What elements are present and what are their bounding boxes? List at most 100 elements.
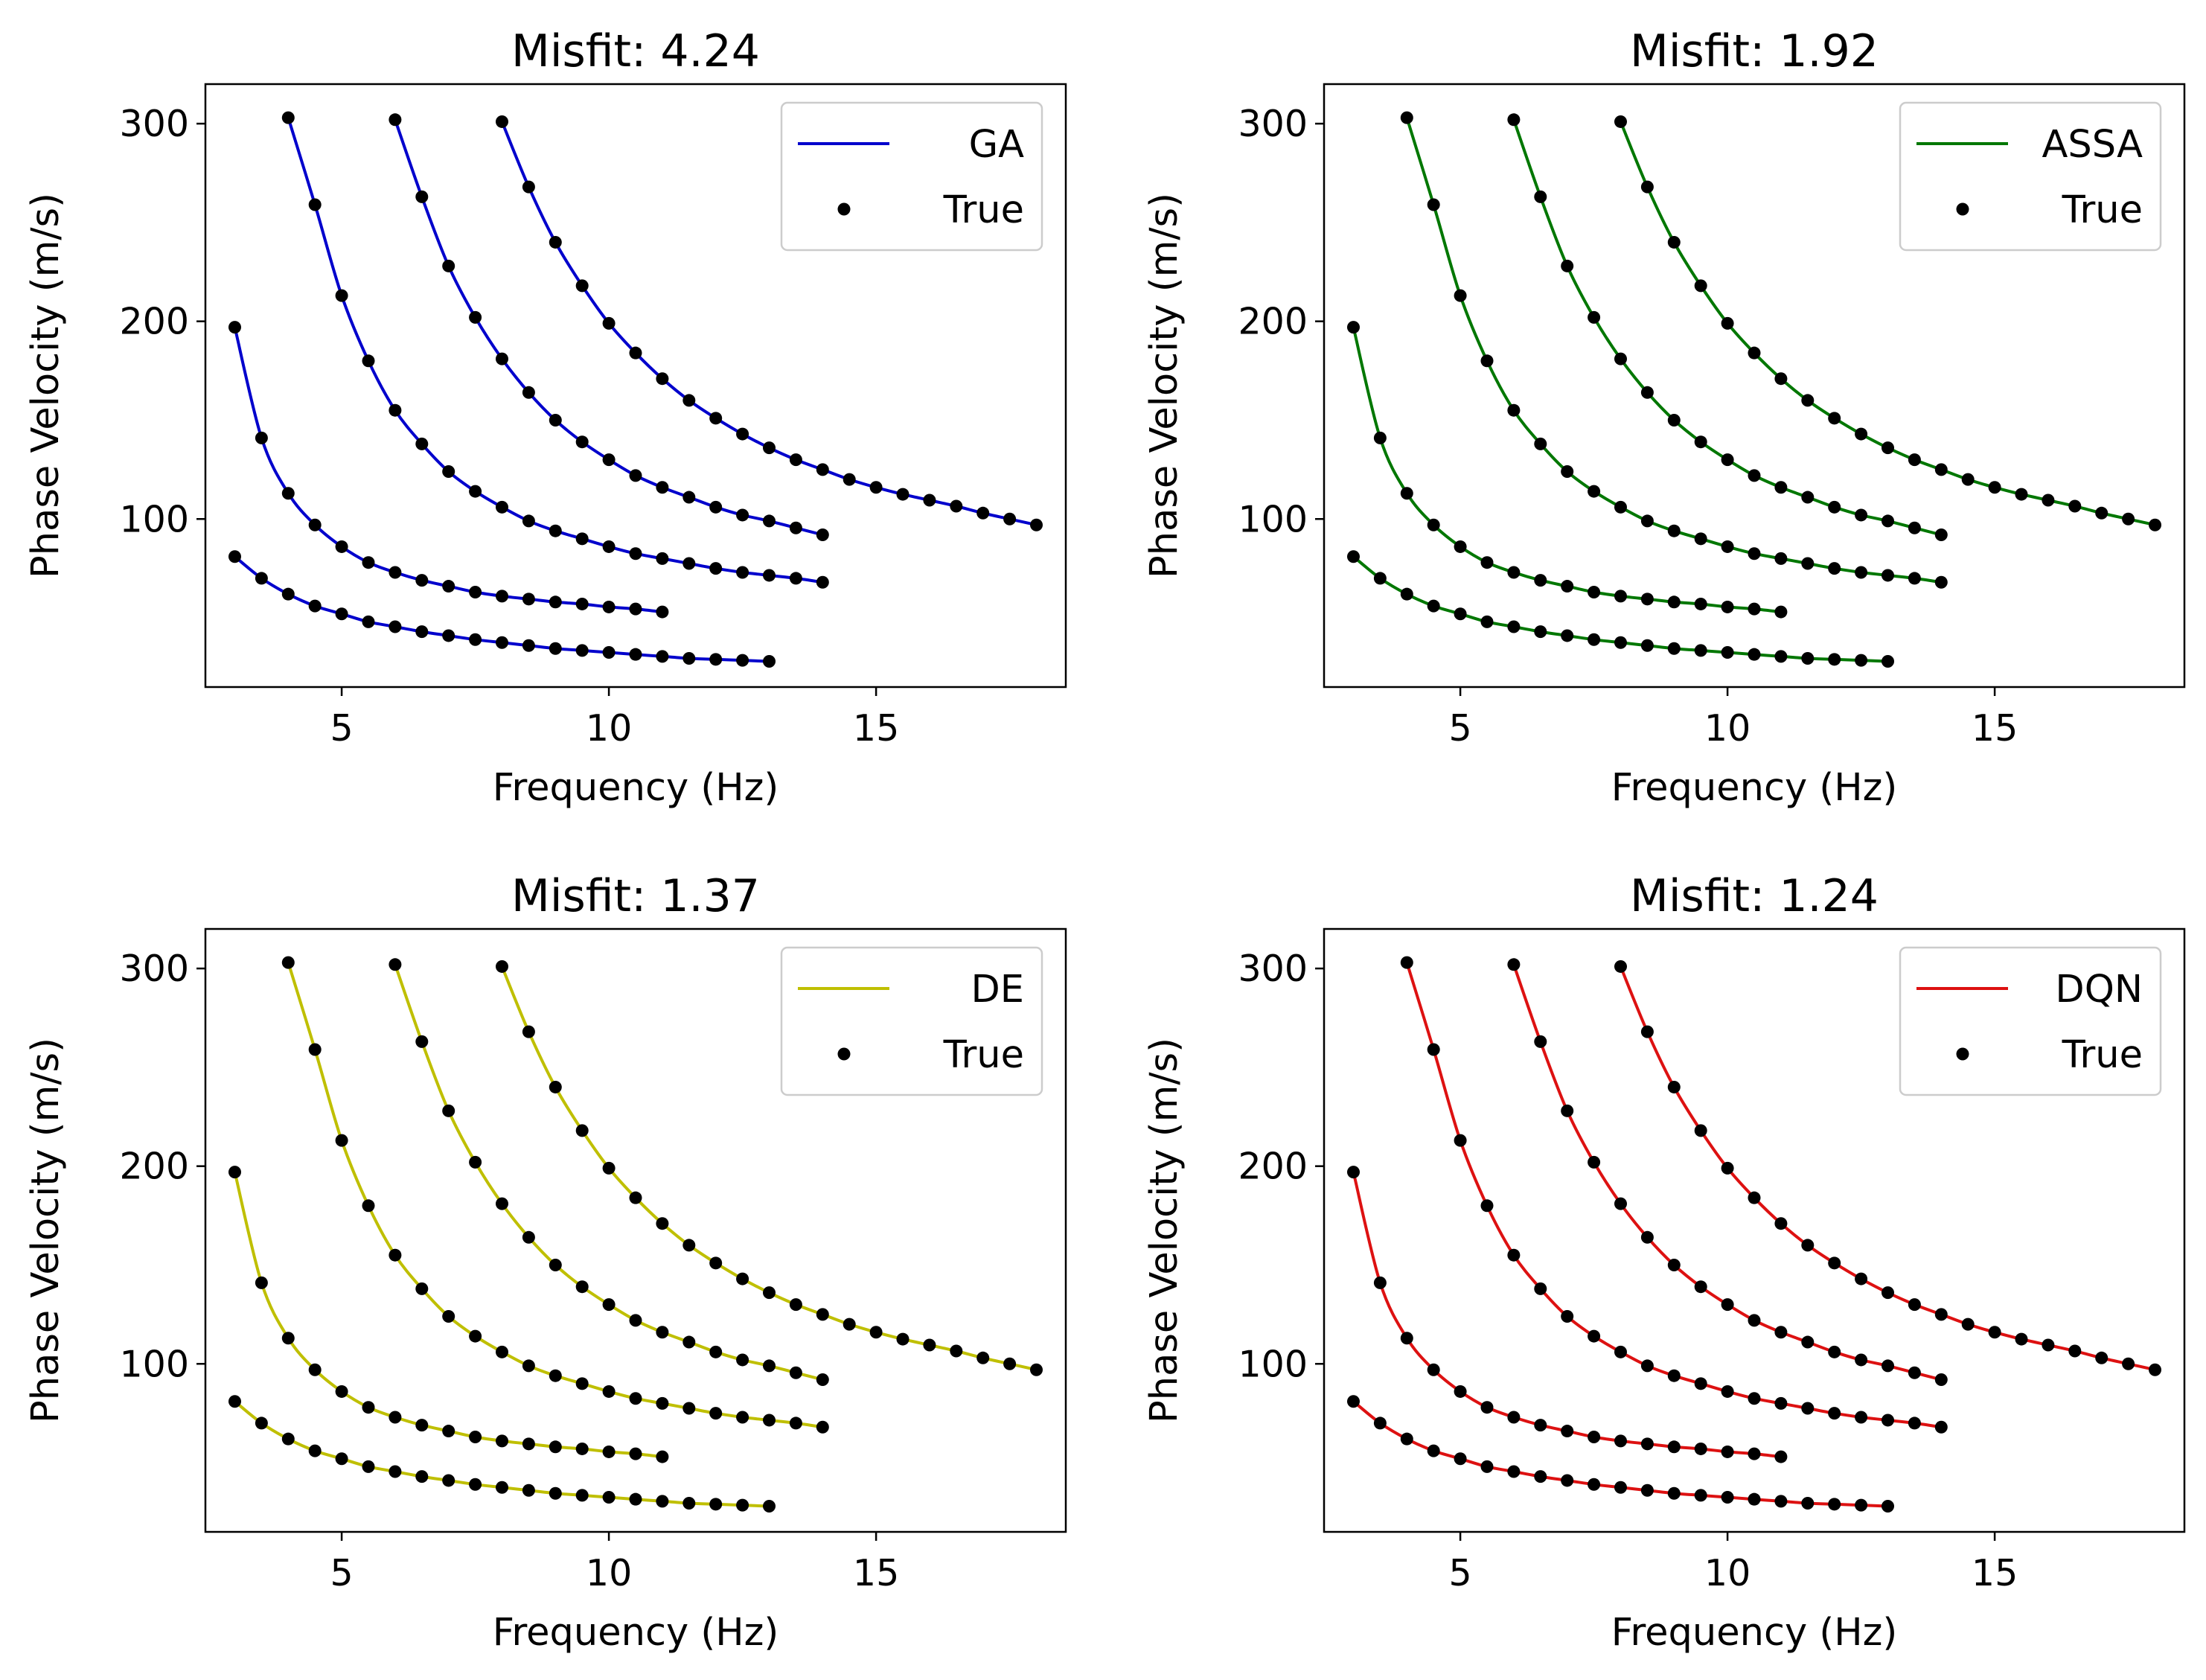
true-point bbox=[1614, 959, 1627, 973]
true-point bbox=[228, 1166, 241, 1179]
true-point bbox=[308, 198, 322, 211]
legend-method-label: DQN bbox=[2055, 968, 2143, 1012]
x-tick-label: 5 bbox=[1448, 707, 1471, 750]
true-point bbox=[228, 321, 241, 334]
true-point bbox=[442, 1425, 455, 1438]
true-point bbox=[1694, 1489, 1707, 1502]
true-point bbox=[2015, 1332, 2028, 1346]
true-point bbox=[1480, 354, 1494, 368]
legend-point-swatch bbox=[1956, 202, 1969, 216]
true-point bbox=[1801, 1402, 1815, 1415]
true-point bbox=[522, 1483, 535, 1497]
true-point bbox=[575, 1442, 589, 1455]
true-point bbox=[335, 1134, 348, 1147]
true-point bbox=[389, 113, 402, 127]
series-line-mode-3 bbox=[287, 116, 825, 584]
true-point bbox=[656, 372, 669, 386]
true-point bbox=[1694, 532, 1707, 546]
true-point bbox=[629, 469, 642, 482]
x-tick-label: 15 bbox=[853, 1552, 899, 1594]
true-point bbox=[1855, 1411, 1868, 1424]
true-point bbox=[308, 1043, 322, 1056]
true-point bbox=[522, 180, 535, 194]
y-tick-label: 300 bbox=[1238, 103, 1308, 145]
true-point bbox=[1721, 600, 1734, 613]
true-point bbox=[602, 1491, 616, 1504]
true-point bbox=[442, 1474, 455, 1487]
true-point bbox=[1400, 487, 1413, 500]
x-tick-label: 5 bbox=[330, 707, 353, 750]
true-point bbox=[1882, 654, 1895, 668]
true-point bbox=[816, 1420, 829, 1434]
true-point bbox=[629, 1191, 642, 1204]
true-point bbox=[1694, 1280, 1707, 1294]
true-point bbox=[1400, 1332, 1413, 1345]
x-tick-label: 15 bbox=[853, 707, 899, 750]
true-point bbox=[816, 1308, 829, 1321]
true-point bbox=[602, 600, 616, 613]
true-point bbox=[1934, 528, 1948, 542]
true-point bbox=[1346, 550, 1360, 563]
true-point bbox=[682, 557, 696, 570]
legend-method-label: DE bbox=[971, 968, 1025, 1012]
true-point bbox=[629, 547, 642, 560]
true-point bbox=[1561, 1104, 1574, 1117]
true-point bbox=[1561, 1425, 1574, 1438]
true-point bbox=[1030, 518, 1043, 531]
true-point bbox=[950, 1344, 963, 1358]
true-point bbox=[602, 646, 616, 659]
true-point bbox=[2149, 518, 2162, 531]
true-point bbox=[575, 1124, 589, 1137]
true-point bbox=[522, 514, 535, 528]
y-axis-label: Phase Velocity (m/s) bbox=[24, 193, 68, 578]
true-point bbox=[629, 1492, 642, 1506]
true-point bbox=[1934, 1420, 1948, 1434]
true-point bbox=[1454, 1384, 1467, 1398]
subplot-de: Misfit: 1.37 5 10 15 100 200 300 Frequency (Hz)… bbox=[24, 870, 1067, 1655]
x-tick-label: 10 bbox=[1704, 707, 1751, 750]
true-point bbox=[1507, 1465, 1521, 1478]
true-point bbox=[549, 1369, 562, 1382]
true-point bbox=[495, 352, 508, 365]
true-point bbox=[816, 1373, 829, 1387]
true-point bbox=[923, 1338, 936, 1352]
true-point bbox=[1667, 235, 1681, 249]
true-point bbox=[1855, 508, 1868, 522]
true-point bbox=[495, 1481, 508, 1494]
true-point bbox=[1721, 1491, 1734, 1504]
true-point bbox=[1534, 1419, 1547, 1432]
true-point bbox=[1507, 620, 1521, 633]
true-point bbox=[1373, 1416, 1387, 1430]
true-point bbox=[1427, 1043, 1440, 1056]
true-point bbox=[1561, 259, 1574, 272]
true-point bbox=[1588, 485, 1601, 498]
true-point bbox=[629, 1447, 642, 1460]
true-point bbox=[1614, 115, 1627, 128]
true-point bbox=[1667, 524, 1681, 537]
true-point bbox=[1694, 1124, 1707, 1137]
true-point bbox=[682, 1402, 696, 1415]
true-point bbox=[1373, 1276, 1387, 1289]
true-point bbox=[1721, 1161, 1734, 1175]
true-point bbox=[1748, 1392, 1761, 1405]
true-point bbox=[549, 1258, 562, 1271]
true-point bbox=[656, 1217, 669, 1230]
true-point bbox=[736, 1411, 749, 1424]
y-tick-label: 100 bbox=[1238, 1343, 1308, 1385]
true-point bbox=[522, 639, 535, 652]
true-point bbox=[1748, 469, 1761, 482]
true-point bbox=[1855, 566, 1868, 579]
true-point bbox=[442, 259, 455, 272]
true-point bbox=[415, 1419, 429, 1432]
true-point bbox=[1640, 514, 1654, 528]
true-point bbox=[442, 1104, 455, 1117]
legend-method-label: ASSA bbox=[2042, 123, 2143, 167]
true-point bbox=[1588, 633, 1601, 646]
x-tick-label: 15 bbox=[1972, 707, 2018, 750]
true-point bbox=[442, 465, 455, 479]
true-point bbox=[682, 651, 696, 665]
true-point bbox=[1882, 1499, 1895, 1513]
true-point bbox=[2068, 499, 2082, 513]
true-point bbox=[1721, 1298, 1734, 1312]
true-point bbox=[1855, 1353, 1868, 1367]
